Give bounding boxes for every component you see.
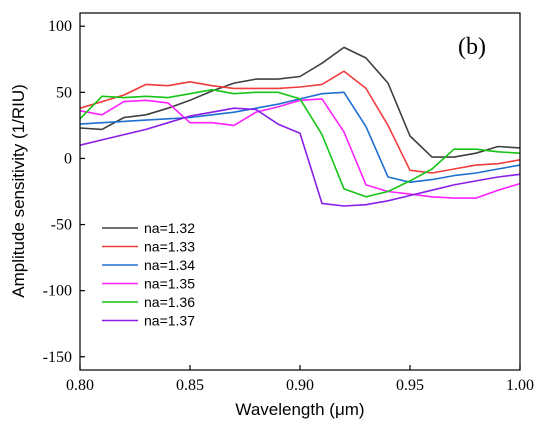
- series-layer: [79, 46, 521, 207]
- y-tick-label: 50: [56, 84, 72, 101]
- legend-label: na=1.36: [144, 294, 195, 310]
- y-tick-label: -50: [51, 217, 72, 234]
- y-tick-label: 100: [48, 18, 72, 35]
- series-line-na-1-37: [79, 107, 521, 207]
- ticks-layer: 0.80 0.85 0.90 0.95 1.00 100 50 0 -50 -100 -150: [43, 18, 534, 394]
- legend-label: na=1.35: [144, 276, 195, 292]
- x-tick-label: 0.95: [396, 377, 424, 394]
- legend: na=1.32 na=1.33 na=1.34 na=1.35 na=1.36 na=1.…: [102, 220, 195, 329]
- x-tick-label: 0.90: [286, 377, 314, 394]
- legend-label: na=1.33: [144, 239, 195, 255]
- y-tick-label: -100: [43, 283, 72, 300]
- y-tick-label: -150: [43, 349, 72, 366]
- legend-label: na=1.37: [144, 313, 195, 329]
- panel-label: (b): [458, 34, 486, 60]
- series-line-na-1-33: [79, 70, 521, 174]
- legend-label: na=1.32: [144, 220, 195, 236]
- legend-label: na=1.34: [144, 257, 195, 273]
- y-axis-title: Amplitude sensitivity (1/RIU): [9, 84, 28, 298]
- x-tick-label: 1.00: [506, 377, 534, 394]
- series-line-na-1-36: [79, 88, 521, 198]
- y-tick-label: 0: [64, 150, 72, 167]
- x-tick-label: 0.80: [66, 377, 94, 394]
- x-tick-label: 0.85: [176, 377, 204, 394]
- series-line-na-1-32: [79, 46, 521, 158]
- x-axis-title: Wavelength (μm): [235, 400, 364, 419]
